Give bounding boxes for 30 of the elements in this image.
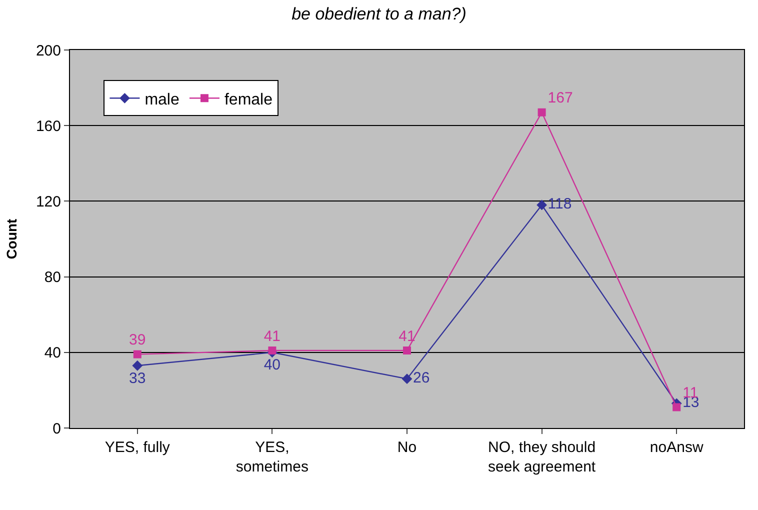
y-tick-label: 80 (44, 269, 61, 286)
point (538, 108, 546, 116)
point (672, 403, 681, 412)
data-label: 41 (398, 328, 416, 345)
y-tick-label: 200 (36, 42, 61, 60)
data-label: 167 (548, 90, 573, 107)
chart-title: be obedient to a man?) (292, 4, 466, 24)
point (402, 374, 412, 384)
y-tick-label: 40 (44, 344, 61, 362)
data-label: 39 (129, 332, 146, 349)
legend-label: male (144, 91, 180, 108)
data-label: 41 (264, 328, 281, 345)
legend-label: female (224, 91, 273, 108)
y-tick-label: 120 (36, 193, 61, 210)
point (268, 346, 276, 355)
point (133, 350, 142, 358)
data-label: 26 (413, 370, 430, 387)
x-tick-label: YES, sometimes (236, 439, 308, 476)
point (132, 360, 143, 371)
data-label: 33 (129, 370, 146, 387)
x-tick-label: NO, they should seek agreement (488, 439, 596, 476)
y-axis-title: Count (4, 218, 20, 260)
data-label: 40 (264, 356, 281, 374)
x-tick-label: noAnsw (650, 439, 704, 456)
y-tick-label: 0 (52, 420, 61, 438)
point (536, 200, 547, 210)
y-tick-label: 160 (36, 118, 61, 135)
point (403, 346, 411, 355)
x-tick-label: No (397, 439, 417, 456)
x-tick-label: YES, fully (104, 439, 170, 456)
